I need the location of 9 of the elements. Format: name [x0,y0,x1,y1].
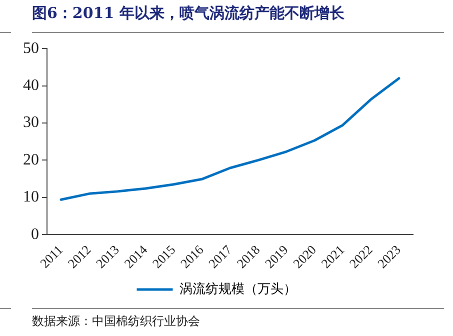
legend-label: 涡流纺规模（万头） [179,280,296,297]
y-tick-label: 10 [23,188,39,206]
y-tick-label: 0 [31,226,39,243]
chart-title: 图6：2011 年以来，喷气涡流纺产能不断增长 [32,4,344,23]
y-tick-label: 40 [23,77,39,94]
source-note: 数据来源：中国棉纺织行业协会 [32,313,200,330]
y-tick-label: 20 [23,151,39,168]
y-tick-label: 50 [23,40,39,57]
y-tick-label: 30 [23,114,39,132]
